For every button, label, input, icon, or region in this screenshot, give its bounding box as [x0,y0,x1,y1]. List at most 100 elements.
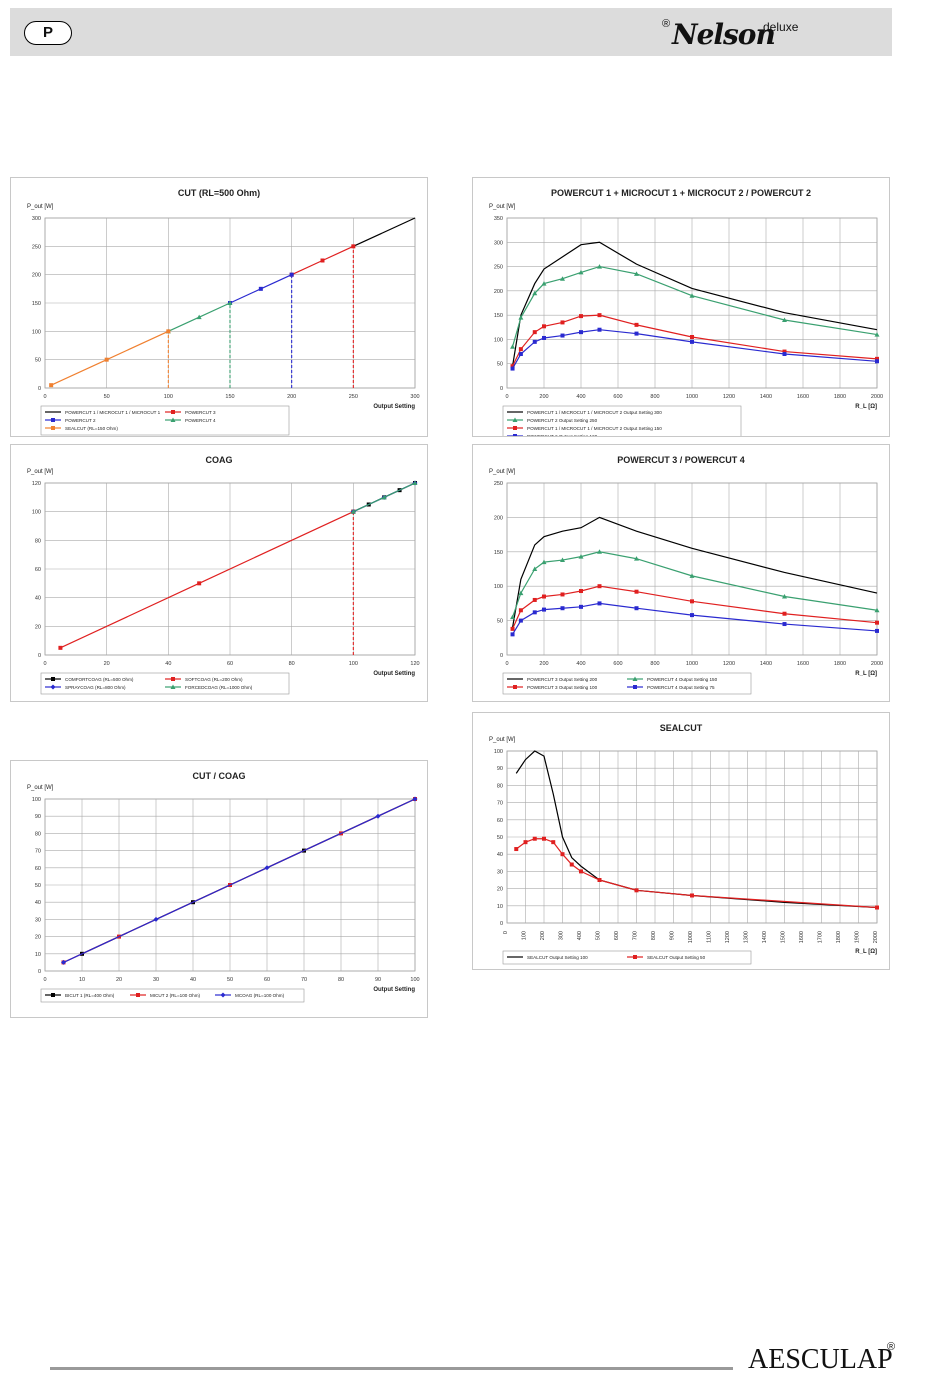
data-point [513,434,517,436]
data-point [510,364,515,369]
data-point [569,862,574,867]
data-point [690,339,694,344]
x-tick-label: 0 [43,977,46,983]
x-tick-label: 1800 [834,661,846,667]
y-tick-label: 150 [494,550,503,556]
x-tick-label: 1700 [818,931,824,943]
coag-chart-svg: COAG P_out [W] 0 20 40 60 80 100 120 0 20 40 60 80 100… [27,455,420,695]
data-point [58,645,63,650]
data-point [258,286,263,291]
x-tick-label: 2000 [871,394,883,400]
powercut34-chart: POWERCUT 3 / POWERCUT 4 P_out [W] 0 50 100 15… [472,444,890,702]
footer-brand: AESCULAP [748,1344,893,1375]
data-point [104,357,109,362]
x-tick-label: 20 [104,661,110,667]
x-tick-label: 250 [349,394,358,400]
x-tick-label: 0 [503,931,509,934]
y-tick-label: 300 [32,216,41,222]
y-tick-label: 0 [500,921,503,927]
x-tick-label: 150 [225,394,234,400]
legend-label: POWERCUT 4 [185,418,216,423]
data-point [634,322,639,327]
x-tick-label: 1500 [781,931,787,943]
data-point [597,313,602,318]
data-point [513,685,517,689]
y-tick-label: 0 [38,653,41,659]
y-tick-label: 200 [494,289,503,295]
x-axis-label: R_L [Ω] [855,671,877,677]
data-point [412,480,418,485]
y-axis-label: P_out [W] [27,204,54,210]
x-axis-label: Output Setting [373,671,415,677]
data-point [518,352,523,356]
y-tick-label: 30 [35,917,41,923]
x-tick-label: 20 [116,977,122,983]
data-point [690,893,694,898]
x-tick-label: 100 [164,394,173,400]
y-tick-label: 0 [38,386,41,392]
legend-label: POWERCUT 1 / MICROCUT 1 / MICROCUT 2 Out… [527,426,662,431]
data-point [597,878,602,882]
y-tick-label: 40 [35,596,41,602]
y-tick-label: 0 [500,653,503,659]
data-point [51,426,55,430]
x-tick-label: 100 [349,661,358,667]
legend-label: SEALCUT Output Setting 50 [647,955,706,960]
x-tick-label: 200 [287,394,296,400]
data-point [578,269,584,275]
y-tick-label: 50 [35,883,41,889]
data-point [532,836,537,841]
data-point [690,335,694,339]
x-tick-label: 1400 [760,661,772,667]
y-tick-label: 100 [494,584,503,590]
y-axis-label: P_out [W] [489,204,516,210]
data-point [518,315,524,320]
data-point [782,622,787,627]
y-tick-label: 50 [497,835,503,841]
data-point [542,607,546,612]
data-point [197,581,202,586]
x-tick-label: 2000 [871,661,883,667]
x-tick-label: 50 [227,977,233,983]
x-axis-label: Output Setting [373,987,415,993]
data-point [381,494,387,500]
data-point [560,852,565,857]
data-point [634,271,639,276]
data-point [542,335,546,340]
series-line-powercut-1-microcut-1-microcut-2-output-setting-300 [511,241,878,367]
x-tick-label: 100 [522,931,528,940]
y-tick-label: 70 [35,849,41,855]
data-point [597,264,602,269]
data-point [579,869,583,874]
y-tick-label: 200 [494,515,503,521]
cutcoag-chart-svg: CUT / COAG P_out [W] 0 10 20 30 40 50 60 70 80 90 10… [27,771,420,1003]
y-tick-label: 150 [494,313,503,319]
y-tick-label: 90 [35,814,41,820]
x-tick-label: 1600 [797,661,809,667]
x-tick-label: 2000 [873,931,879,943]
y-tick-label: 120 [32,481,41,487]
y-axis-label: P_out [W] [489,737,516,743]
data-point [49,383,54,388]
legend [502,405,742,436]
x-tick-label: 800 [651,931,657,940]
x-tick-label: 80 [338,977,344,983]
data-point [351,244,356,249]
data-point [350,509,356,514]
data-point [542,324,546,329]
data-point [518,608,523,613]
y-tick-label: 30 [497,869,503,875]
legend-label: POWERCUT 4 Output Setting 75 [647,685,715,690]
legend-label: COMFORTCOAG (RL=500 Ohm) [65,677,134,682]
y-tick-label: 100 [494,749,503,755]
y-axis-label: P_out [W] [27,785,54,791]
y-tick-label: 100 [32,797,41,803]
legend-label: POWERCUT 3 [185,410,216,415]
data-point [532,610,537,615]
brand-registered-mark: ® [662,18,671,30]
data-point [560,333,565,338]
data-point [532,330,537,335]
x-tick-label: 120 [410,661,419,667]
legend-label: MICUT 2 (RL=100 Ohm) [150,993,201,998]
x-tick-label: 400 [576,661,585,667]
